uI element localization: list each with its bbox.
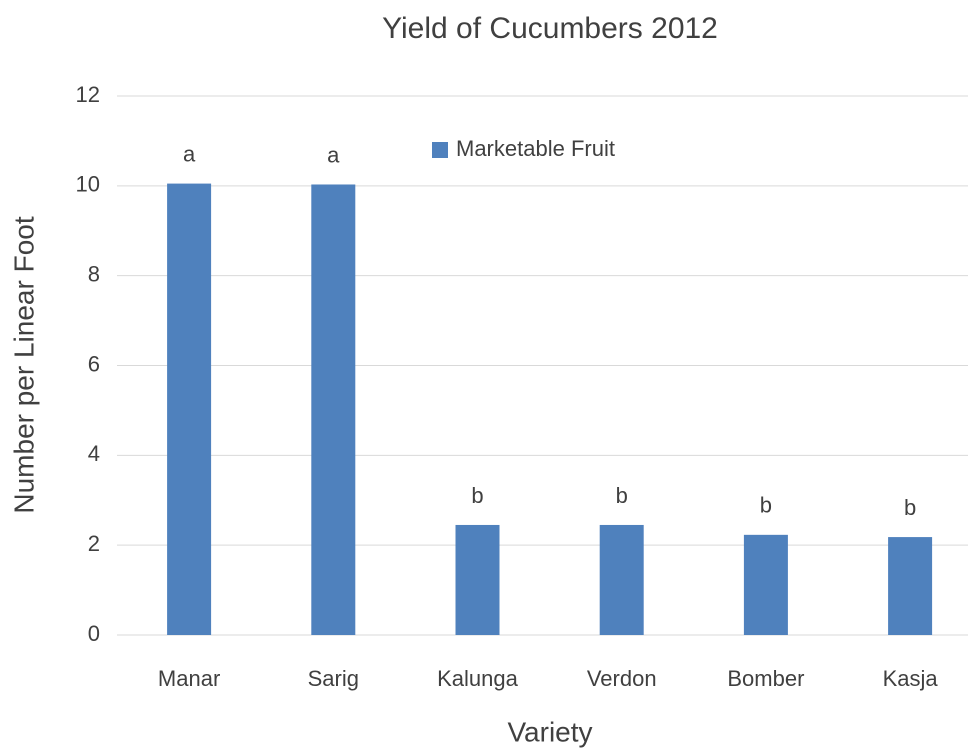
chart-title: Yield of Cucumbers 2012 — [382, 12, 718, 45]
y-tick-label: 8 — [88, 261, 100, 286]
y-tick-label: 2 — [88, 531, 100, 556]
x-tick-label: Kalunga — [437, 666, 519, 691]
bar — [888, 537, 933, 635]
x-tick-label: Bomber — [727, 666, 804, 691]
x-tick-label: Kasja — [883, 666, 939, 691]
bar — [167, 183, 212, 635]
legend-label: Marketable Fruit — [456, 136, 615, 161]
bar — [455, 524, 500, 635]
y-tick-label: 6 — [88, 351, 100, 376]
x-axis-label: Variety — [507, 716, 592, 747]
y-tick-label: 10 — [76, 172, 100, 197]
annotation: a — [183, 141, 196, 166]
annotation: b — [760, 493, 772, 518]
legend-swatch — [432, 142, 448, 158]
bar — [599, 524, 644, 635]
annotation: b — [471, 483, 483, 508]
annotation: b — [616, 483, 628, 508]
y-axis-label: Number per Linear Foot — [8, 216, 39, 513]
bar — [743, 534, 788, 635]
annotation: b — [904, 495, 916, 520]
bar — [311, 184, 356, 635]
x-tick-label: Manar — [158, 666, 220, 691]
y-tick-label: 4 — [88, 441, 100, 466]
annotation: a — [327, 142, 340, 167]
x-tick-label: Verdon — [587, 666, 657, 691]
y-tick-label: 0 — [88, 621, 100, 646]
x-tick-label: Sarig — [308, 666, 359, 691]
y-tick-label: 12 — [76, 82, 100, 107]
